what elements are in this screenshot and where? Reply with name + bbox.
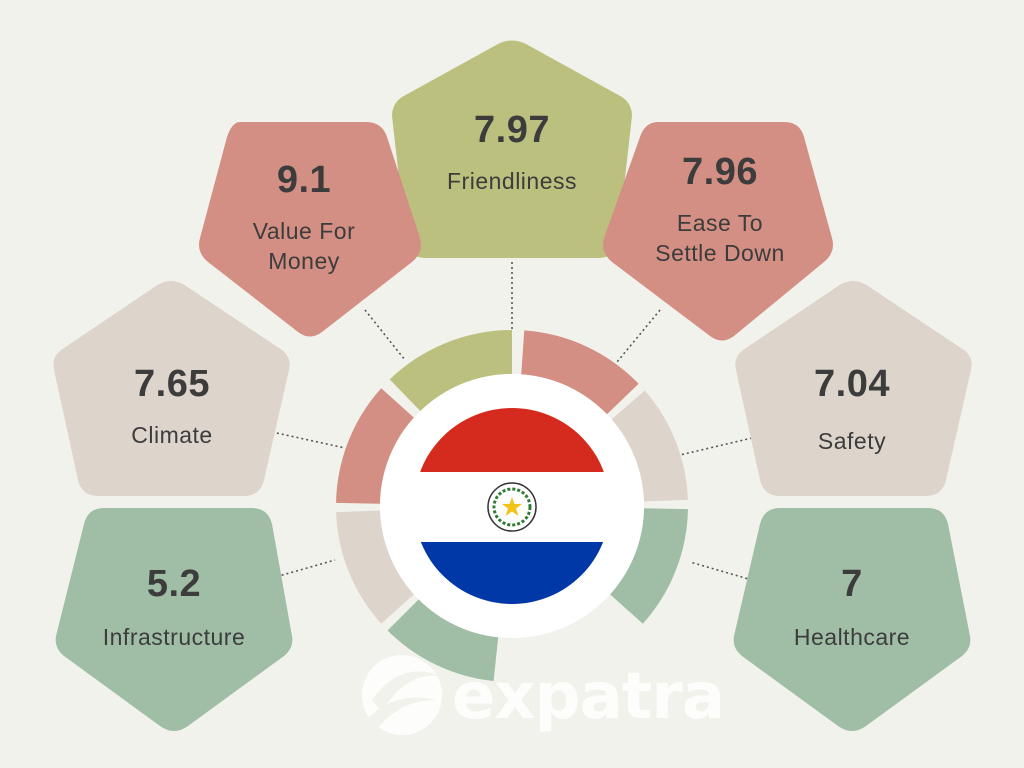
- metric-infrastructure: 5.2 Infrastructure: [54, 562, 294, 652]
- ring-segment-healthcare: [610, 508, 688, 624]
- metric-label: Friendliness: [447, 168, 577, 194]
- metric-value: 5.2: [146, 563, 202, 605]
- connector-ease-to-settle-down: [616, 309, 661, 363]
- metric-label: Value For Money: [252, 218, 356, 274]
- metric-label: Ease To Settle Down: [655, 210, 785, 266]
- expatra-logo-icon: [362, 655, 442, 735]
- pentagon-card-value-for-money: [199, 122, 421, 337]
- flag-emblem-icon: [487, 482, 537, 532]
- metric-ease-to-settle-down: 7.96 Ease To Settle Down: [600, 150, 840, 268]
- paraguay-flag-icon: [380, 374, 644, 638]
- metric-climate: 7.65 Climate: [52, 362, 292, 450]
- ring-segment-climate: [336, 510, 414, 624]
- metric-safety: 7.04 Safety: [732, 362, 972, 456]
- metric-value: 9.1: [276, 159, 332, 201]
- pentagon-card-ease-to-settle-down: [603, 122, 833, 341]
- ring-segment-value-for-money: [336, 388, 414, 504]
- pentagon-card-infrastructure: [55, 508, 293, 731]
- pentagon-card-healthcare: [733, 508, 971, 731]
- pentagon-card-climate: [53, 281, 290, 496]
- metric-label: Safety: [817, 428, 887, 454]
- ring-segment-infrastructure: [387, 599, 499, 682]
- expatra-logo-text: expatra: [452, 660, 725, 734]
- metric-friendliness: 7.97 Friendliness: [392, 108, 632, 196]
- metric-label: Infrastructure: [102, 624, 246, 650]
- connector-safety: [679, 437, 753, 456]
- metric-value: 7.65: [134, 363, 210, 405]
- metric-value: 7.04: [814, 363, 890, 405]
- connector-healthcare: [689, 561, 753, 581]
- metric-value-for-money: 9.1 Value For Money: [184, 158, 424, 276]
- pentagon-card-safety: [735, 281, 972, 496]
- metric-value: 7.96: [682, 151, 758, 193]
- metric-value: 7.97: [474, 109, 550, 151]
- metric-value: 7: [841, 563, 863, 605]
- metric-label: Climate: [131, 422, 213, 448]
- metric-label: Healthcare: [793, 624, 911, 650]
- pentagon-card-friendliness: [392, 40, 632, 258]
- ring-segment-ease-to-settle-down: [521, 330, 639, 415]
- metric-healthcare: 7 Healthcare: [732, 562, 972, 652]
- ring-segment-friendliness: [389, 330, 512, 412]
- ring-segment-safety: [611, 390, 688, 502]
- connector-value-for-money: [364, 309, 406, 361]
- connector-infrastructure: [271, 559, 336, 579]
